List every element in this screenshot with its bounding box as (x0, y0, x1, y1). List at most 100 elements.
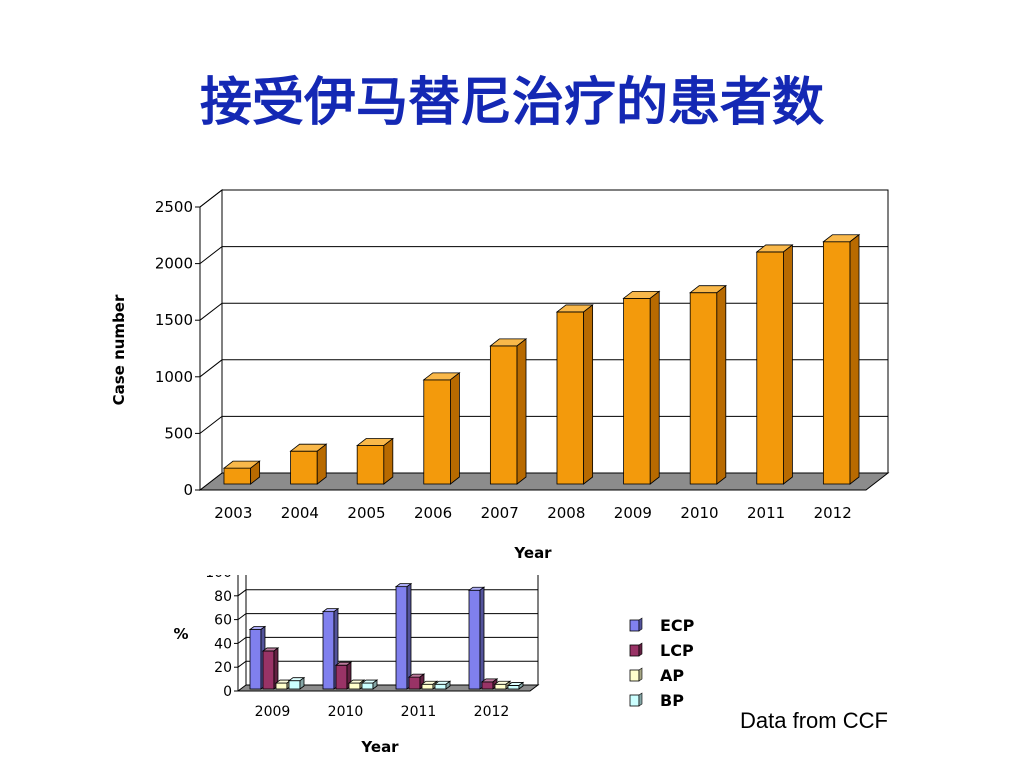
pct-bar-BP-2009-front (288, 680, 301, 690)
bar-2010-side (716, 284, 727, 485)
legend-swatch (629, 694, 640, 707)
x-tick-label: 2003 (214, 504, 252, 522)
legend-label: ECP (660, 616, 695, 635)
legend: ECP LCP AP BP (629, 616, 695, 710)
pct-bar-BP-2011 (433, 680, 452, 690)
pct-bar-LCP-2010 (334, 661, 353, 690)
legend-item-LCP: LCP (629, 641, 694, 660)
bar-2003 (222, 460, 261, 485)
pct-bar-BP-2011-side (445, 680, 451, 690)
bar-2004-front (290, 450, 318, 485)
bar-2008 (555, 304, 594, 485)
pct-floor (236, 684, 540, 692)
pct-gridline (237, 660, 538, 668)
pct-bar-BP-2010-front (361, 682, 374, 690)
x-tick-label: 2004 (281, 504, 319, 522)
legend-label: AP (660, 666, 684, 685)
pct-bar-ECP-2009-front (249, 629, 262, 690)
pct-bar-ECP-2012 (467, 586, 486, 690)
pct-bar-BP-2010-side (372, 679, 378, 690)
legend-swatch (629, 644, 640, 657)
pct-bar-ECP-2012-side (479, 586, 485, 690)
pct-plot: 0 20 40 60 80 100 (205, 566, 540, 700)
y-tick-label: 2500 (155, 198, 193, 216)
x-tick-label: 2009 (614, 504, 652, 522)
bar-2011-side (783, 244, 793, 485)
pct-bar-LCP-2011-front (408, 676, 421, 690)
legend-label: LCP (660, 641, 694, 660)
gridline (199, 189, 888, 208)
bar-2006 (422, 372, 461, 485)
bar-2004-side (316, 443, 327, 485)
bar-2006-side (450, 372, 460, 485)
gridline (199, 302, 888, 321)
pct-back-wall (245, 575, 539, 686)
legend-item-AP: AP (629, 666, 684, 685)
legend-swatch-side (638, 692, 643, 707)
pct-bar-BP-2011-front (434, 683, 447, 690)
pct-bar-ECP-2011 (394, 582, 413, 690)
pct-y-axis-title: % (173, 625, 188, 643)
legend-item-ECP: ECP (629, 616, 695, 635)
pct-bar-BP-2009 (287, 676, 306, 690)
bar-2011 (755, 244, 794, 485)
pct-gridline (237, 636, 538, 644)
pct-bar-ECP-2011-side (406, 582, 412, 690)
pct-bar-AP-2011-front (421, 683, 434, 690)
y-axis-title: Case number (110, 294, 128, 405)
pct-gridline (238, 566, 538, 572)
bar-2009-side (649, 290, 660, 485)
bar-2005-front (356, 445, 385, 485)
bar-2005 (356, 437, 394, 485)
y-tick-label: 1500 (155, 311, 193, 329)
bar-2005-side (383, 437, 394, 485)
legend-item-BP: BP (629, 691, 684, 710)
pct-bar-ECP-2011-front (395, 586, 408, 690)
bar-2010 (689, 284, 727, 485)
bar-2011-front (756, 251, 784, 485)
bar-2009 (622, 290, 661, 485)
gridline (199, 359, 888, 378)
gridline (199, 246, 888, 264)
pct-bar-AP-2010-front (348, 682, 361, 690)
bar-2007 (489, 338, 528, 485)
pct-x-tick-label: 2012 (474, 704, 510, 720)
x-tick-label: 2005 (347, 504, 385, 522)
gridlines (199, 189, 888, 434)
x-tick-label: 2008 (547, 504, 585, 522)
pct-bar-LCP-2009-front (262, 650, 275, 690)
y-tick-label: 0 (183, 481, 193, 499)
pct-bar-ECP-2010-front (322, 611, 335, 690)
bar-2003-side (250, 460, 261, 485)
pct-x-tick-label: 2009 (255, 704, 291, 720)
legend-swatch-side (638, 617, 643, 632)
pct-x-axis-title: Year (360, 738, 399, 756)
pct-x-tick-label: 2011 (401, 704, 437, 720)
y-tick-label: 1000 (155, 368, 193, 386)
pct-bar-BP-2012-side (518, 681, 524, 690)
legend-swatch-side (638, 667, 643, 682)
pct-bar-LCP-2009 (261, 647, 280, 690)
legend-label: BP (660, 691, 684, 710)
bar-2008-side (583, 304, 594, 485)
pct-y-tick-label: 0 (223, 684, 232, 700)
pct-y-tick-label: 20 (214, 660, 232, 676)
pct-bar-BP-2012 (506, 681, 525, 690)
pct-bar-BP-2012-front (507, 685, 520, 690)
source-note: Data from CCF (740, 708, 888, 733)
pct-gridline (237, 613, 538, 620)
pct-y-tick-label: 40 (214, 636, 232, 652)
y-tick-label: 2000 (155, 255, 193, 273)
pct-bar-LCP-2012-front (481, 681, 494, 690)
x-axis-title: Year (513, 544, 552, 562)
pct-gridline (237, 589, 538, 597)
legend-swatch-side (638, 642, 643, 657)
x-tick-label: 2011 (747, 504, 785, 522)
y-tick-label: 500 (164, 424, 193, 442)
pct-bar-ECP-2010 (321, 607, 340, 690)
pct-y-tick-label: 80 (214, 589, 232, 605)
x-tick-label: 2007 (481, 504, 519, 522)
x-tick-label: 2010 (680, 504, 718, 522)
